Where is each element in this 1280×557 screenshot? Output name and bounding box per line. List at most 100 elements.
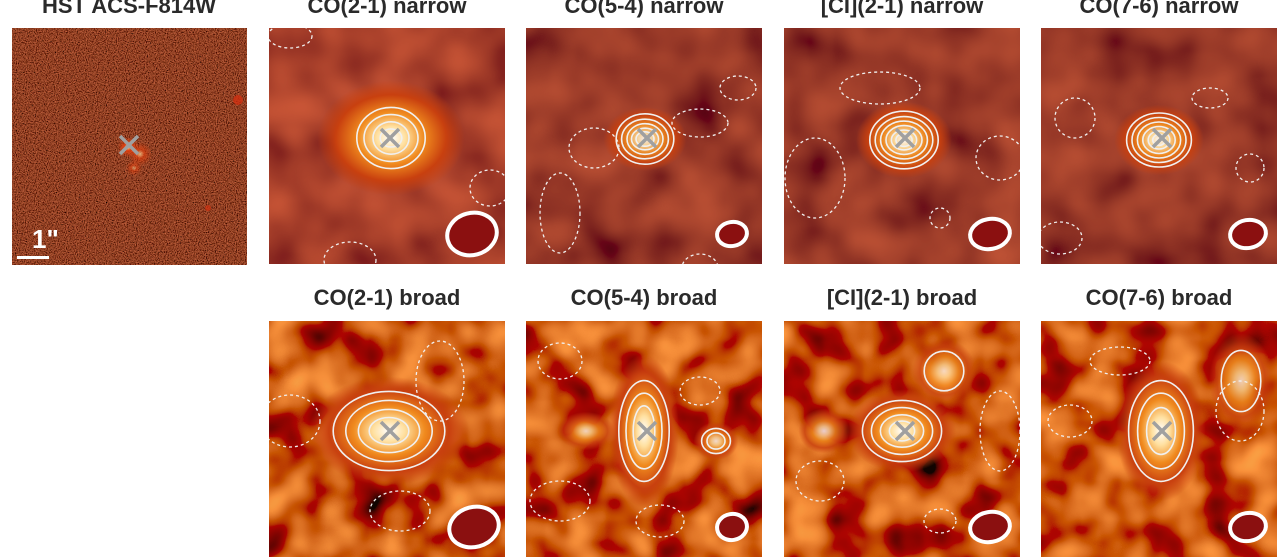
co54-broad-map-panel [526,321,762,557]
negative-contour [784,137,846,219]
scale-bar [17,256,49,259]
positive-contour [1136,121,1182,159]
negative-contour [1191,87,1229,109]
source-position-marker [379,420,401,442]
source-position-marker [636,127,658,149]
negative-contour [679,376,721,406]
negative-contour [929,207,951,229]
negative-contour [539,172,581,254]
negative-contour [529,480,591,522]
positive-contour [1131,116,1187,164]
hst-title: HST ACS-F814W [42,0,216,18]
positive-contour [700,427,732,455]
positive-contour [1127,379,1195,483]
negative-contour [839,71,921,105]
positive-contour [895,132,913,148]
ci21-narrow-map-panel [784,28,1020,264]
positive-contour [885,124,923,156]
positive-contour [372,121,410,156]
positive-contour [618,379,671,483]
emission-peak [608,354,680,508]
co76-broad-title: CO(7-6) broad [1085,285,1233,310]
co21-broad-map-panel [269,321,505,557]
positive-contour [890,129,918,151]
positive-contour [368,416,410,446]
hst-image-panel: 1" [12,28,247,265]
positive-contour [861,399,943,463]
positive-contour [356,106,427,170]
ci21-narrow-title: [CI](2-1) narrow [820,0,984,18]
negative-contour [1089,346,1151,376]
positive-contour [1145,406,1177,456]
negative-contour [415,340,465,422]
source-position-marker [894,420,916,442]
source-position-marker [1151,127,1173,149]
positive-contour [888,420,916,442]
negative-contour [1235,153,1265,183]
co54-narrow-title: CO(5-4) narrow [564,0,724,18]
positive-contour [379,128,403,148]
negative-contour [269,28,313,49]
emission-peak [847,389,957,473]
positive-contour [363,113,419,163]
negative-contour [1041,221,1083,255]
positive-contour [1125,112,1193,168]
positive-contour [620,118,670,160]
positive-contour [626,122,664,156]
beam-ellipse [715,219,749,249]
positive-contour [625,392,663,470]
source-position-marker [118,134,140,156]
positive-contour [630,127,660,151]
positive-contour [635,131,655,148]
co21-broad-title: CO(2-1) broad [313,285,461,310]
positive-contour [870,406,934,456]
negative-contour [537,342,583,380]
positive-contour [1220,349,1262,413]
negative-contour [323,241,377,264]
positive-contour [706,432,726,450]
ci21-broad-title: [CI](2-1) broad [826,285,978,310]
emission-peak [557,411,615,451]
beam-ellipse [715,511,749,543]
positive-contour [879,414,925,449]
source-position-marker [636,420,658,442]
beam-ellipse [968,216,1012,252]
co54-broad-title: CO(5-4) broad [570,285,718,310]
negative-contour [1047,404,1093,438]
beam-ellipse [447,504,501,550]
emission-peak [798,408,850,454]
positive-contour [632,405,656,458]
negative-contour [635,504,685,538]
beam-ellipse [1228,510,1268,544]
negative-contour [568,127,620,169]
negative-contour [269,394,321,448]
beam-ellipse [445,210,499,258]
co21-narrow-map-panel [269,28,505,264]
negative-contour [719,75,757,101]
negative-contour [795,460,845,502]
co76-broad-map-panel [1041,321,1277,557]
positive-contour [1147,130,1171,150]
beam-ellipse [968,509,1012,545]
positive-contour [1142,125,1177,155]
negative-contour [979,390,1020,472]
positive-contour [1136,392,1186,470]
negative-contour [1054,97,1096,139]
co21-narrow-title: CO(2-1) narrow [307,0,467,18]
emission-peak [693,421,739,461]
scale-bar-label: 1" [32,224,59,254]
positive-contour [332,390,446,472]
negative-contour [1215,380,1265,442]
emission-peak [912,339,976,403]
ci21-broad-map-panel [784,321,1020,557]
negative-contour [369,490,431,532]
negative-contour [923,508,957,534]
co76-narrow-map-panel [1041,28,1277,264]
co54-narrow-map-panel [526,28,762,264]
positive-contour [869,110,940,170]
positive-contour [874,115,934,165]
positive-contour [345,399,434,463]
co76-narrow-title: CO(7-6) narrow [1079,0,1239,18]
beam-ellipse [1228,217,1268,251]
positive-contour [879,120,929,160]
